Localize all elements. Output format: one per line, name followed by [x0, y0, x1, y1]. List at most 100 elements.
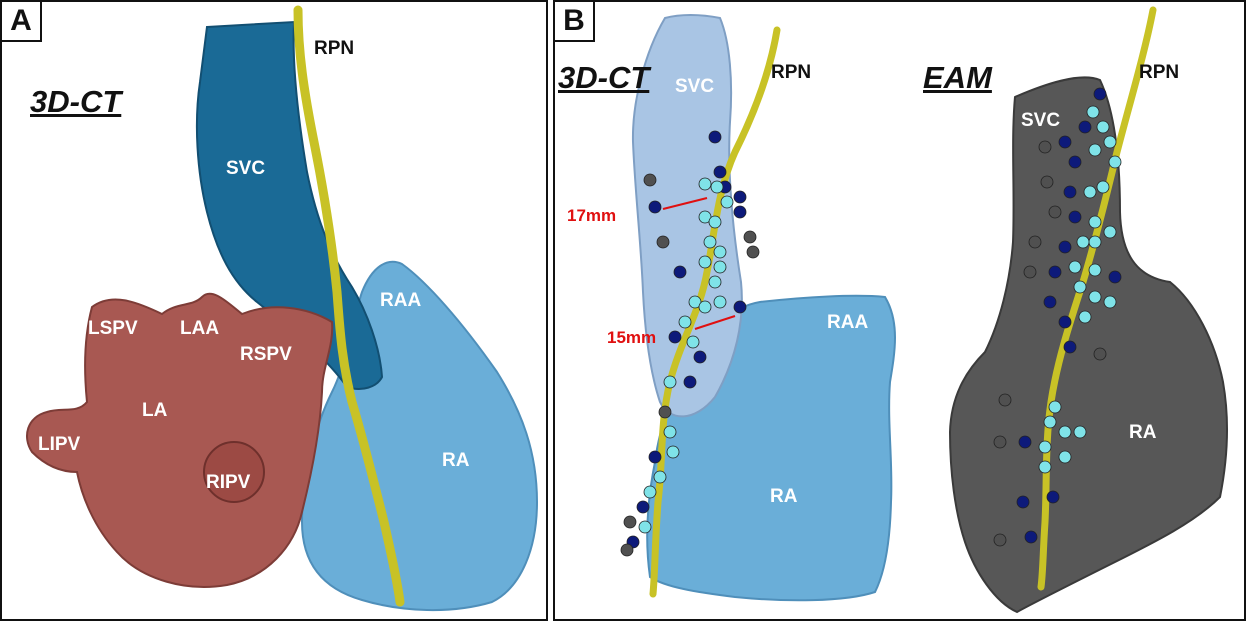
- panel-b-eam-rpn-label: RPN: [1139, 62, 1180, 83]
- rpn-nerve-line: [293, 5, 405, 607]
- panel-a-svc-label: SVC: [226, 158, 266, 179]
- panel-a-lspv-label: LSPV: [88, 318, 138, 339]
- eam-mapping-point-marker: [1108, 270, 1122, 284]
- ct-mapping-point-marker: [698, 255, 712, 269]
- ct-mapping-point-marker: [648, 200, 662, 214]
- ct-mapping-point-marker: [708, 130, 722, 144]
- distance-label-15mm: 15mm: [607, 328, 657, 347]
- eam-mapping-point-marker: [1078, 310, 1092, 324]
- ct-mapping-point-marker: [733, 300, 747, 314]
- distance-label-17mm: 17mm: [567, 206, 617, 225]
- ct-rpn-nerve-line: [649, 26, 781, 598]
- ct-mapping-point-marker: [713, 165, 727, 179]
- eam-shell-shape: [948, 76, 1228, 614]
- ct-svc-shape: [631, 14, 743, 418]
- panel-a-rpn-label: RPN: [314, 38, 355, 59]
- eam-mapping-point-marker: [1043, 295, 1057, 309]
- ct-mapping-point-marker: [713, 260, 727, 274]
- ct-mapping-point-marker: [673, 265, 687, 279]
- ct-mapping-point-marker: [638, 520, 652, 534]
- eam-mapping-point-marker: [1093, 347, 1107, 361]
- eam-mapping-point-marker: [1103, 225, 1117, 239]
- eam-mapping-point-marker: [1078, 120, 1092, 134]
- eam-mapping-point-marker: [1038, 440, 1052, 454]
- panel-a: A 3D-CT RPN SVC RAA RA LSPV LAA RSPV LA …: [0, 0, 548, 621]
- eam-mapping-point-marker: [1024, 530, 1038, 544]
- eam-mapping-point-marker: [1046, 490, 1060, 504]
- ct-mapping-point-marker: [693, 350, 707, 364]
- eam-mapping-point-marker: [1048, 205, 1062, 219]
- panel-b-letter: B: [555, 2, 595, 42]
- eam-mapping-point-marker: [1016, 495, 1030, 509]
- ct-mapping-point-marker: [713, 295, 727, 309]
- ct-mapping-point-marker: [643, 173, 657, 187]
- panel-b-ct-rpn-label: RPN: [771, 62, 812, 83]
- ripv-orifice: [203, 441, 265, 503]
- panel-b-eam-svc-label: SVC: [1021, 110, 1061, 131]
- panel-a-lipv-label: LIPV: [38, 434, 81, 455]
- panel-a-ra-label: RA: [442, 450, 470, 471]
- ct-mapping-point-marker: [708, 215, 722, 229]
- eam-mapping-point-marker: [1086, 105, 1100, 119]
- eam-mapping-point-marker: [1058, 315, 1072, 329]
- eam-mapping-point-marker: [998, 393, 1012, 407]
- ct-mapping-point-marker: [663, 375, 677, 389]
- panel-a-la-label: LA: [142, 400, 168, 421]
- eam-mapping-point-marker: [1088, 215, 1102, 229]
- eam-mapping-point-marker: [1023, 265, 1037, 279]
- ct-mapping-point-marker: [698, 177, 712, 191]
- panel-b-eam-ra-label: RA: [1129, 422, 1157, 443]
- panel-a-letter: A: [2, 2, 42, 42]
- eam-mapping-point-marker: [1038, 140, 1052, 154]
- eam-mapping-point-marker: [1088, 263, 1102, 277]
- eam-mapping-point-marker: [1028, 235, 1042, 249]
- eam-mapping-point-marker: [1093, 87, 1107, 101]
- ct-mapping-point-marker: [656, 235, 670, 249]
- eam-mapping-point-marker: [1058, 240, 1072, 254]
- ct-mapping-point-marker: [653, 470, 667, 484]
- eam-mapping-point-marker: [1103, 295, 1117, 309]
- ct-mapping-point-marker: [698, 210, 712, 224]
- panel-b-ct-ra-label: RA: [770, 486, 798, 507]
- ct-mapping-point-marker: [636, 500, 650, 514]
- eam-mapping-point-marker: [1103, 135, 1117, 149]
- panel-b-ct-modality-label: 3D-CT: [558, 60, 650, 95]
- eam-mapping-point-marker: [1076, 235, 1090, 249]
- eam-mapping-point-marker: [993, 533, 1007, 547]
- ct-mapping-point-marker: [720, 195, 734, 209]
- ct-mapping-point-marker: [688, 295, 702, 309]
- eam-mapping-point-marker: [1058, 425, 1072, 439]
- ct-mapping-points: [620, 130, 760, 557]
- eam-mapping-point-marker: [1038, 460, 1052, 474]
- ct-mapping-point-marker: [710, 180, 724, 194]
- ct-mapping-point-marker: [698, 300, 712, 314]
- eam-mapping-point-marker: [1096, 180, 1110, 194]
- ct-mapping-point-marker: [708, 275, 722, 289]
- ct-mapping-point-marker: [743, 230, 757, 244]
- panel-a-ripv-label: RIPV: [206, 472, 251, 493]
- eam-mapping-point-marker: [1096, 120, 1110, 134]
- eam-mapping-points: [993, 87, 1122, 547]
- eam-mapping-point-marker: [1048, 400, 1062, 414]
- ct-mapping-point-marker: [666, 445, 680, 459]
- eam-mapping-point-marker: [993, 435, 1007, 449]
- eam-mapping-point-marker: [1058, 450, 1072, 464]
- distance-arrow-17mm: [662, 197, 708, 210]
- ct-mapping-point-marker: [658, 405, 672, 419]
- eam-mapping-point-marker: [1068, 260, 1082, 274]
- eam-mapping-point-marker: [1083, 185, 1097, 199]
- panel-b-eam-modality-label: EAM: [923, 60, 992, 95]
- panel-b-ct-svc-label: SVC: [675, 76, 715, 97]
- ct-mapping-point-marker: [683, 375, 697, 389]
- panel-a-modality-label: 3D-CT: [30, 84, 122, 119]
- eam-rpn-nerve-line: [1037, 6, 1157, 591]
- ct-mapping-point-marker: [643, 485, 657, 499]
- left-atrium-shape: [26, 292, 334, 588]
- eam-mapping-point-marker: [1063, 185, 1077, 199]
- eam-mapping-point-marker: [1108, 155, 1122, 169]
- ct-mapping-point-marker: [746, 245, 760, 259]
- panel-b: B 3D-CT SVC RPN RAA RA 17mm 15mm EAM SVC…: [553, 0, 1246, 621]
- panel-a-laa-label: LAA: [180, 318, 220, 339]
- eam-mapping-point-marker: [1040, 175, 1054, 189]
- ct-mapping-point-marker: [686, 335, 700, 349]
